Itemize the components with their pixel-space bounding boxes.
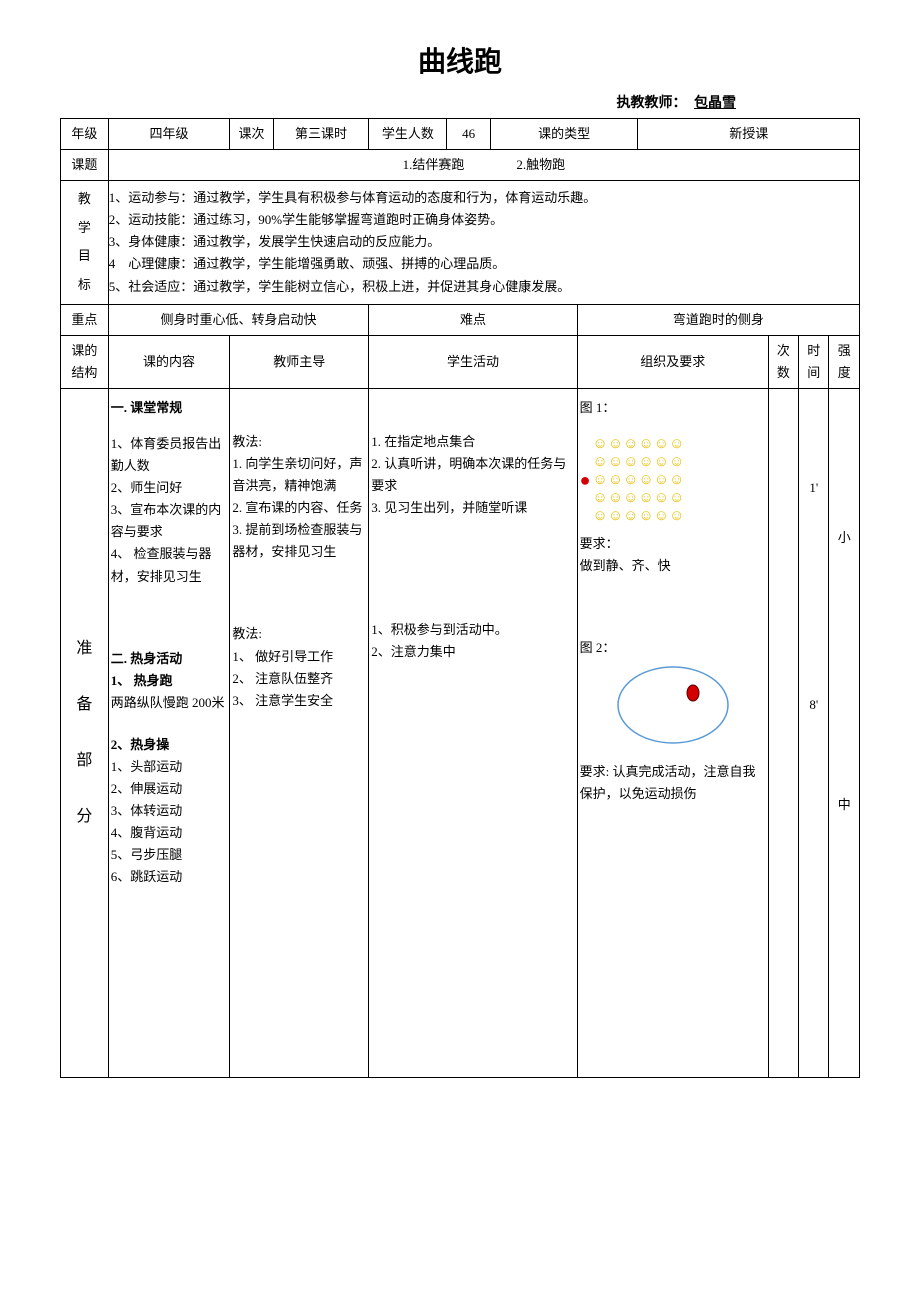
key-label: 重点 — [61, 304, 109, 335]
lesson-plan-table: 年级 四年级 课次 第三课时 学生人数 46 课的类型 新授课 课题 1.结伴赛… — [60, 118, 860, 1078]
prep-intensity: 小 中 — [829, 388, 860, 1077]
key-value: 侧身时重心低、转身启动快 — [108, 304, 369, 335]
prep-content: 一. 课堂常规 1、体育委员报告出勤人数 2、师生问好 3、宣布本次课的内容与要… — [108, 388, 230, 1077]
structure-header-row: 课的结构 课的内容 教师主导 学生活动 组织及要求 次数 时间 强度 — [61, 335, 860, 388]
prep-time: 1' 8' — [799, 388, 829, 1077]
teacher-dot-icon: ● — [580, 465, 591, 496]
lessonnum-value: 第三课时 — [273, 119, 369, 150]
hdr-org: 组织及要求 — [577, 335, 768, 388]
students-value: 46 — [447, 119, 490, 150]
focus-row: 重点 侧身时重心低、转身启动快 难点 弯道跑时的侧身 — [61, 304, 860, 335]
grade-value: 四年级 — [108, 119, 230, 150]
prep-teacher: 教法: 1. 向学生亲切问好，声音洪亮，精神饱满 2. 宣布课的内容、任务 3.… — [230, 388, 369, 1077]
prep-org: 图 1： ● ☺☺☺☺☺☺ ☺☺☺☺☺☺ ☺☺☺☺☺☺ ☺☺☺☺☺☺ ☺☺☺☺☺… — [577, 388, 768, 1077]
page-title: 曲线跑 — [60, 40, 860, 80]
hdr-student: 学生活动 — [369, 335, 577, 388]
teacher-label: 执教教师： — [617, 96, 687, 111]
prep-count — [768, 388, 798, 1077]
formation-diagram: ● ☺☺☺☺☺☺ ☺☺☺☺☺☺ ☺☺☺☺☺☺ ☺☺☺☺☺☺ ☺☺☺☺☺☺ — [580, 435, 766, 525]
hdr-time: 时间 — [799, 335, 829, 388]
objectives-row: 教 学 目 标 1、运动参与：通过教学，学生具有积极参与体育运动的态度和行为，体… — [61, 181, 860, 304]
grade-label: 年级 — [61, 119, 109, 150]
topic-row: 课题 1.结伴赛跑 2.触物跑 — [61, 150, 860, 181]
prep-section-label: 准 备 部 分 — [61, 388, 109, 1077]
hdr-intensity: 强度 — [829, 335, 860, 388]
hdr-count: 次数 — [768, 335, 798, 388]
prep-row: 准 备 部 分 一. 课堂常规 1、体育委员报告出勤人数 2、师生问好 3、宣布… — [61, 388, 860, 1077]
type-label: 课的类型 — [490, 119, 638, 150]
objectives-label: 教 学 目 标 — [61, 181, 109, 304]
students-label: 学生人数 — [369, 119, 447, 150]
topic-value: 1.结伴赛跑 2.触物跑 — [108, 150, 859, 181]
objectives-content: 1、运动参与：通过教学，学生具有积极参与体育运动的态度和行为，体育运动乐趣。 2… — [108, 181, 859, 304]
lessonnum-label: 课次 — [230, 119, 273, 150]
hdr-structure: 课的结构 — [61, 335, 109, 388]
diff-value: 弯道跑时的侧身 — [577, 304, 859, 335]
type-value: 新授课 — [638, 119, 860, 150]
hdr-teacher: 教师主导 — [230, 335, 369, 388]
teacher-line: 执教教师： 包晶雪 — [60, 92, 860, 112]
prep-student: 1. 在指定地点集合 2. 认真听讲，明确本次课的任务与要求 3. 见习生出列，… — [369, 388, 577, 1077]
diff-label: 难点 — [369, 304, 577, 335]
topic-label: 课题 — [61, 150, 109, 181]
hdr-content: 课的内容 — [108, 335, 230, 388]
teacher-name: 包晶雪 — [690, 96, 740, 111]
info-row: 年级 四年级 课次 第三课时 学生人数 46 课的类型 新授课 — [61, 119, 860, 150]
ellipse-diagram — [613, 663, 733, 747]
